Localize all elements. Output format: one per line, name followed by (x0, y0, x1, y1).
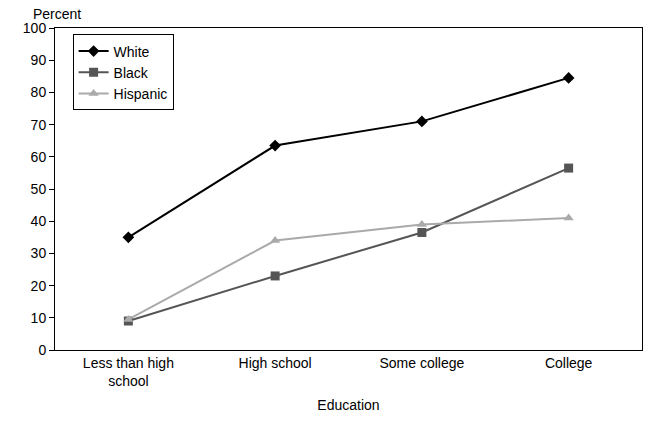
svg-text:Some college: Some college (379, 355, 464, 371)
svg-text:50: 50 (31, 181, 47, 197)
svg-text:70: 70 (31, 117, 47, 133)
svg-text:Less than highschool: Less than highschool (83, 355, 174, 389)
svg-text:0: 0 (38, 342, 46, 358)
svg-text:30: 30 (31, 245, 47, 261)
svg-text:White: White (114, 44, 150, 60)
svg-text:100: 100 (23, 20, 47, 36)
svg-text:40: 40 (31, 213, 47, 229)
svg-text:90: 90 (31, 52, 47, 68)
svg-text:Percent: Percent (33, 6, 81, 22)
svg-text:Black: Black (114, 65, 149, 81)
svg-text:College: College (545, 355, 593, 371)
svg-text:Education: Education (317, 397, 379, 413)
svg-text:80: 80 (31, 84, 47, 100)
svg-text:High school: High school (239, 355, 312, 371)
svg-text:20: 20 (31, 278, 47, 294)
svg-text:60: 60 (31, 149, 47, 165)
svg-text:Hispanic: Hispanic (114, 86, 168, 102)
svg-text:10: 10 (31, 310, 47, 326)
